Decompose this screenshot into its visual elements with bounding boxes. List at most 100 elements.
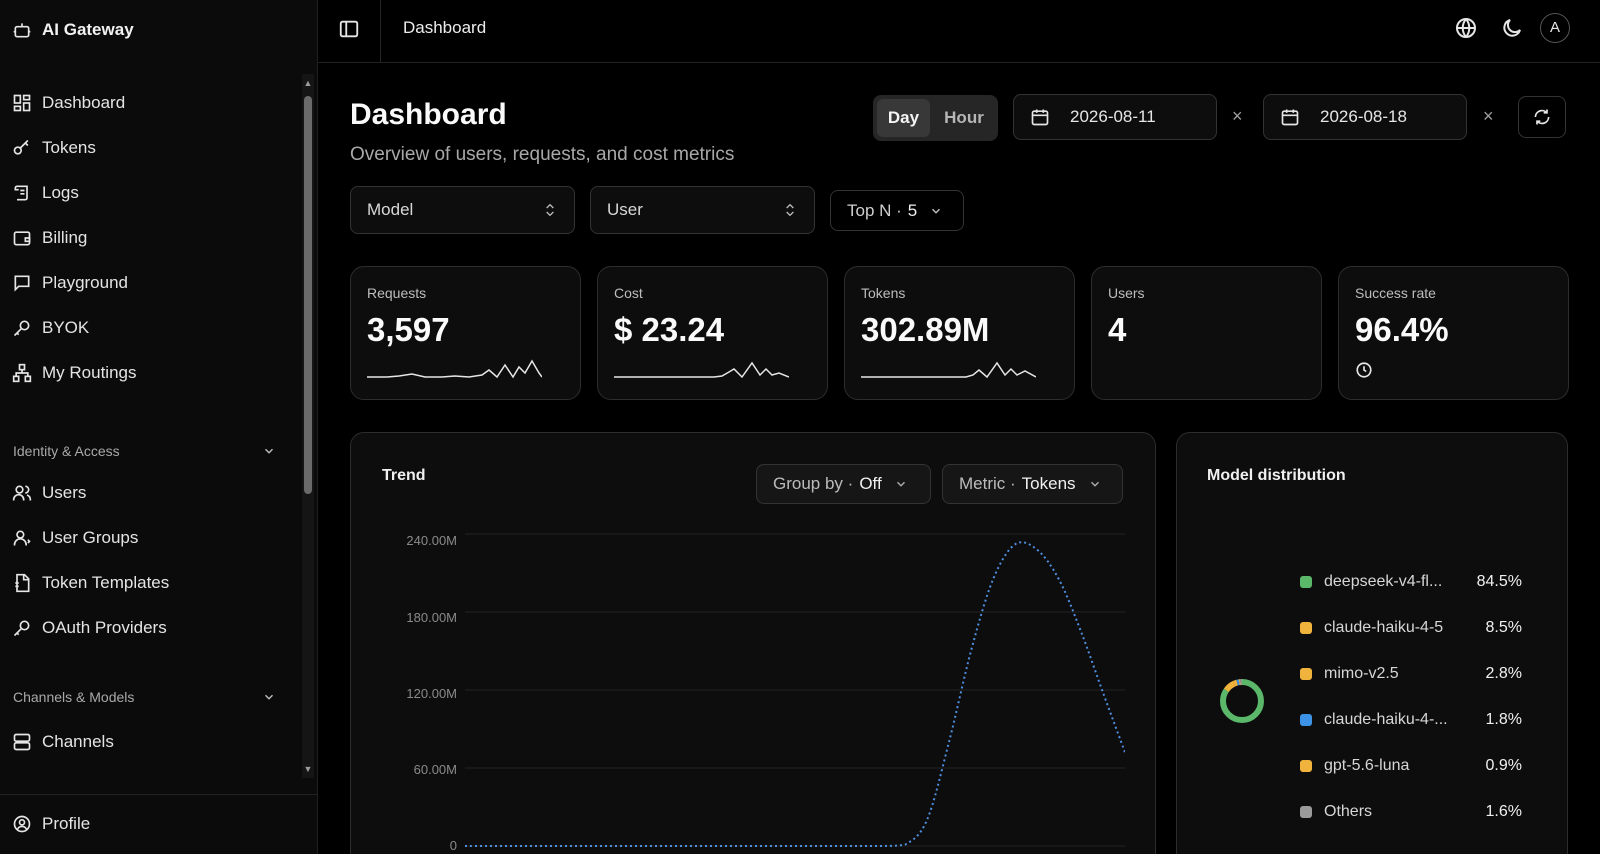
donut-slice[interactable]: [1220, 679, 1264, 723]
chevron-down-icon: [264, 694, 274, 700]
refresh-button[interactable]: [1518, 96, 1566, 138]
kpi-label: Users: [1108, 285, 1145, 301]
avatar[interactable]: A: [1540, 13, 1570, 43]
sidebar-toggle-icon[interactable]: [338, 18, 360, 40]
chevron-down-icon: [932, 208, 941, 214]
granularity-hour-button[interactable]: Hour: [944, 108, 984, 127]
scroll-down-icon[interactable]: ▼: [303, 764, 313, 774]
section-title: Channels & Models: [13, 689, 135, 705]
kpi-card-success-rate: Success rate 96.4%: [1338, 266, 1569, 400]
sidebar-item-billing[interactable]: Billing: [12, 225, 87, 251]
users-icon: [12, 485, 32, 501]
legend-percent: 1.6%: [1485, 803, 1522, 820]
legend-item: gpt-5.6-luna 0.9%: [1300, 757, 1522, 775]
model-distribution-donut: [1220, 679, 1264, 723]
sidebar-scrollbar-thumb[interactable]: [304, 96, 312, 494]
sidebar-item-label: Dashboard: [42, 93, 126, 112]
section-channels-models[interactable]: Channels & Models: [13, 689, 276, 705]
group-by-value: Off: [859, 474, 882, 493]
model-select[interactable]: Model: [350, 186, 575, 234]
moon-icon[interactable]: [1500, 16, 1524, 40]
refresh-icon: [1534, 109, 1550, 125]
chevron-down-icon: [896, 481, 905, 487]
user-circle-icon: [13, 815, 31, 833]
legend-swatch: [1300, 760, 1312, 772]
clear-end-date-icon[interactable]: ×: [1483, 106, 1494, 126]
distribution-title: Model distribution: [1207, 467, 1346, 484]
sidebar-item-label: Tokens: [42, 138, 96, 157]
series-line: [465, 541, 1125, 847]
kpi-label: Cost: [614, 285, 643, 301]
legend-model-name: Others: [1324, 803, 1373, 820]
legend-percent: 2.8%: [1485, 665, 1522, 682]
model-select-label: Model: [367, 200, 414, 219]
sidebar-item-profile[interactable]: Profile: [12, 811, 90, 837]
topn-dropdown[interactable]: Top N · 5: [830, 190, 964, 231]
server-icon: [13, 733, 31, 751]
metric-dropdown[interactable]: Metric · Tokens: [942, 464, 1123, 504]
end-date-picker[interactable]: 2026-08-18: [1263, 94, 1467, 140]
kpi-card-tokens: Tokens 302.89M: [844, 266, 1075, 400]
scroll-icon: [14, 185, 28, 201]
section-identity-access[interactable]: Identity & Access: [13, 443, 276, 459]
legend-model-name: claude-haiku-4-5: [1324, 619, 1444, 636]
sidebar-item-logs[interactable]: Logs: [12, 180, 79, 206]
brand-name: AI Gateway: [42, 20, 134, 39]
clock-icon: [1356, 362, 1372, 378]
wallet-icon: [13, 231, 31, 246]
kpi-card-users: Users 4: [1091, 266, 1322, 400]
start-date-picker[interactable]: 2026-08-11: [1013, 94, 1217, 140]
sidebar-item-users[interactable]: Users: [12, 480, 86, 506]
sidebar-item-my-routings[interactable]: My Routings: [12, 360, 136, 386]
sidebar-item-tokens[interactable]: Tokens: [12, 135, 96, 161]
sidebar-item-dashboard[interactable]: Dashboard: [12, 90, 125, 116]
clear-start-date-icon[interactable]: ×: [1232, 106, 1243, 126]
sidebar-item-playground[interactable]: Playground: [12, 270, 128, 296]
chat-icon: [14, 275, 30, 292]
kpi-label: Tokens: [861, 285, 906, 301]
legend-item: Others 1.6%: [1300, 803, 1522, 821]
sidebar-item-byok[interactable]: BYOK: [12, 315, 89, 341]
y-tick-label: 180.00M: [406, 610, 457, 625]
sidebar-item-label: Users: [42, 483, 87, 502]
legend-item: claude-haiku-4-5 8.5%: [1300, 619, 1522, 637]
sidebar: AI Gateway Dashboard Tokens Logs Billing…: [0, 0, 318, 854]
cost-sparkline: [614, 361, 789, 379]
robot-icon: [13, 23, 31, 38]
brand[interactable]: AI Gateway: [12, 20, 134, 40]
y-tick-label: 60.00M: [413, 762, 457, 777]
sidebar-item-label: Logs: [42, 183, 79, 202]
sidebar-item-label: Billing: [42, 228, 88, 247]
sidebar-footer: Profile: [0, 794, 318, 854]
globe-icon[interactable]: [1454, 16, 1478, 40]
legend-model-name: claude-haiku-4-...: [1324, 711, 1448, 728]
legend-swatch: [1300, 714, 1312, 726]
dashboard-icon: [13, 94, 31, 112]
sidebar-item-user-groups[interactable]: User Groups: [12, 525, 138, 551]
sidebar-item-label: BYOK: [42, 318, 90, 337]
user-select[interactable]: User: [590, 186, 815, 234]
legend-percent: 8.5%: [1485, 619, 1522, 636]
distribution-card: [1176, 432, 1568, 854]
topbar: Dashboard A: [318, 0, 1600, 63]
sidebar-item-channels[interactable]: Channels: [12, 729, 114, 755]
template-icon: [15, 573, 30, 593]
legend-item: deepseek-v4-fl... 84.5%: [1300, 573, 1522, 591]
metric-value: Tokens: [1021, 474, 1076, 493]
key-icon: [13, 320, 30, 337]
scroll-up-icon[interactable]: ▲: [303, 78, 313, 88]
y-tick-label: 120.00M: [406, 686, 457, 701]
user-group-icon: [13, 530, 31, 546]
granularity-day-button[interactable]: Day: [877, 99, 930, 137]
page-title: Dashboard: [350, 98, 507, 131]
legend-percent: 1.8%: [1485, 711, 1522, 728]
chevron-down-icon: [1090, 481, 1099, 487]
legend-item: claude-haiku-4-... 1.8%: [1300, 711, 1522, 729]
sidebar-item-token-templates[interactable]: Token Templates: [12, 570, 169, 596]
sidebar-item-oauth-providers[interactable]: OAuth Providers: [12, 615, 167, 641]
chevron-up-down-icon: [786, 203, 794, 217]
kpi-value: 3,597: [367, 311, 450, 348]
start-date-value: 2026-08-11: [1070, 107, 1156, 126]
kpi-value: 4: [1108, 311, 1127, 348]
group-by-dropdown[interactable]: Group by · Off: [756, 464, 931, 504]
